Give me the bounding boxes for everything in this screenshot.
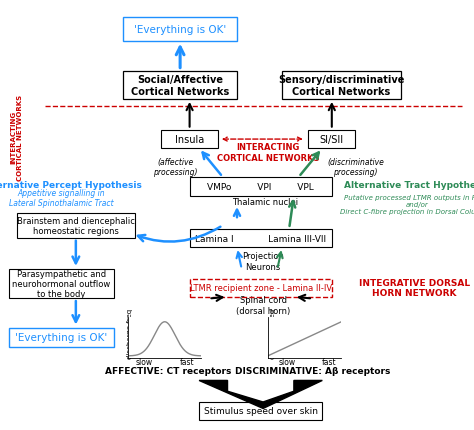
Polygon shape — [199, 381, 322, 408]
Text: Insula: Insula — [175, 135, 204, 145]
Text: SI/SII: SI/SII — [320, 135, 344, 145]
Bar — [123, 18, 237, 42]
Text: slow: slow — [278, 358, 295, 366]
Text: Alternative Percept Hypothesis: Alternative Percept Hypothesis — [0, 181, 142, 189]
Text: 'Everything is OK': 'Everything is OK' — [134, 25, 226, 35]
Text: Social/Affective
Cortical Networks: Social/Affective Cortical Networks — [131, 75, 229, 97]
Text: discharge freq: discharge freq — [270, 308, 275, 358]
Text: Thalamic nuclei: Thalamic nuclei — [232, 198, 299, 206]
Bar — [190, 230, 332, 248]
Bar — [17, 213, 135, 238]
Text: Lamina I            Lamina III-VII: Lamina I Lamina III-VII — [195, 234, 326, 243]
Text: Spinal cord
(dorsal horn): Spinal cord (dorsal horn) — [236, 295, 290, 315]
Text: Projection
Neurons: Projection Neurons — [242, 252, 284, 271]
Text: INTEGRATIVE DORSAL
HORN NETWORK: INTEGRATIVE DORSAL HORN NETWORK — [359, 278, 470, 298]
Text: Parasympathetic and
neurohormonal outflow
to the body: Parasympathetic and neurohormonal outflo… — [12, 269, 111, 299]
Text: discharge freq: discharge freq — [128, 308, 133, 358]
Text: fast: fast — [180, 358, 194, 366]
Text: Appetitive signalling in
Lateral Spinothalamic Tract: Appetitive signalling in Lateral Spinoth… — [9, 188, 114, 208]
Bar — [190, 279, 332, 297]
Text: Stimulus speed over skin: Stimulus speed over skin — [204, 406, 318, 415]
Text: VMPo         VPI         VPL: VMPo VPI VPL — [207, 183, 314, 191]
Text: LTMR recipient zone - Lamina II-IV: LTMR recipient zone - Lamina II-IV — [190, 284, 332, 292]
Bar — [161, 131, 218, 149]
Text: AFFECTIVE: CT receptors: AFFECTIVE: CT receptors — [105, 367, 231, 375]
Text: slow: slow — [136, 358, 153, 366]
Bar — [190, 178, 332, 196]
Text: 'Everything is OK': 'Everything is OK' — [16, 332, 108, 343]
Bar — [282, 72, 401, 100]
Text: fast: fast — [322, 358, 337, 366]
Bar — [9, 269, 114, 298]
Text: Alternative Tract Hypothesis: Alternative Tract Hypothesis — [344, 181, 474, 189]
Text: Sensory/discriminative
Cortical Networks: Sensory/discriminative Cortical Networks — [278, 75, 404, 97]
Text: INTERACTING
CORTICAL NETWORKS: INTERACTING CORTICAL NETWORKS — [10, 95, 23, 181]
Text: (discriminative
processing): (discriminative processing) — [327, 157, 384, 177]
Text: Brainstem and diencephalic
homeostatic regions: Brainstem and diencephalic homeostatic r… — [17, 216, 135, 236]
Text: (affective
processing): (affective processing) — [153, 157, 198, 177]
Text: Putative processed LTMR outputs in PSDC
and/or
Direct C-fibre projection in Dors: Putative processed LTMR outputs in PSDC … — [340, 194, 474, 214]
Text: INTERACTING
CORTICAL NETWORKS: INTERACTING CORTICAL NETWORKS — [217, 143, 319, 163]
Text: DISCRIMINATIVE: Aβ receptors: DISCRIMINATIVE: Aβ receptors — [235, 367, 391, 375]
Bar — [199, 402, 322, 420]
Bar — [9, 328, 114, 347]
Bar — [308, 131, 356, 149]
Bar — [123, 72, 237, 100]
